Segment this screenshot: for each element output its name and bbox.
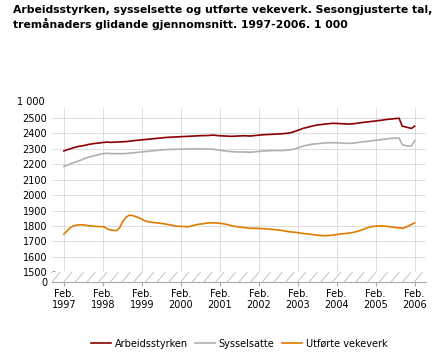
Utførte vekeverk: [163, 222, 168, 226]
Utførte vekeverk: [321, 234, 326, 238]
Arbeidsstyrken: [102, 140, 107, 144]
Sysselsatte: [102, 151, 107, 156]
Sysselsatte: [160, 148, 165, 152]
Legend: Arbeidsstyrken, Sysselsatte, Utførte vekeverk: Arbeidsstyrken, Sysselsatte, Utførte vek…: [87, 335, 390, 353]
Arbeidsstyrken: [327, 121, 332, 126]
Utførte vekeverk: [61, 232, 66, 236]
Arbeidsstyrken: [411, 124, 416, 128]
Arbeidsstyrken: [197, 134, 203, 138]
Line: Sysselsatte: Sysselsatte: [64, 138, 414, 166]
Sysselsatte: [392, 136, 398, 140]
Sysselsatte: [197, 147, 203, 151]
Utførte vekeverk: [201, 222, 206, 226]
Arbeidsstyrken: [395, 116, 401, 120]
Sysselsatte: [411, 139, 416, 143]
Arbeidsstyrken: [287, 131, 293, 135]
Arbeidsstyrken: [61, 149, 66, 153]
Utførte vekeverk: [126, 213, 132, 217]
Sysselsatte: [61, 164, 66, 169]
Text: 1 000: 1 000: [16, 97, 44, 106]
Line: Arbeidsstyrken: Arbeidsstyrken: [64, 118, 414, 151]
Text: Arbeidsstyrken, sysselsette og utførte vekeverk. Sesongjusterte tal,
tremånaders: Arbeidsstyrken, sysselsette og utførte v…: [13, 5, 431, 30]
Arbeidsstyrken: [157, 136, 162, 140]
Utførte vekeverk: [102, 225, 107, 229]
Arbeidsstyrken: [160, 136, 165, 140]
Sysselsatte: [287, 148, 293, 152]
Line: Utførte vekeverk: Utførte vekeverk: [64, 215, 414, 236]
Utførte vekeverk: [334, 232, 339, 237]
Sysselsatte: [327, 140, 332, 145]
Sysselsatte: [157, 148, 162, 152]
Utførte vekeverk: [290, 230, 296, 234]
Utførte vekeverk: [411, 221, 416, 225]
Utførte vekeverk: [160, 222, 165, 226]
